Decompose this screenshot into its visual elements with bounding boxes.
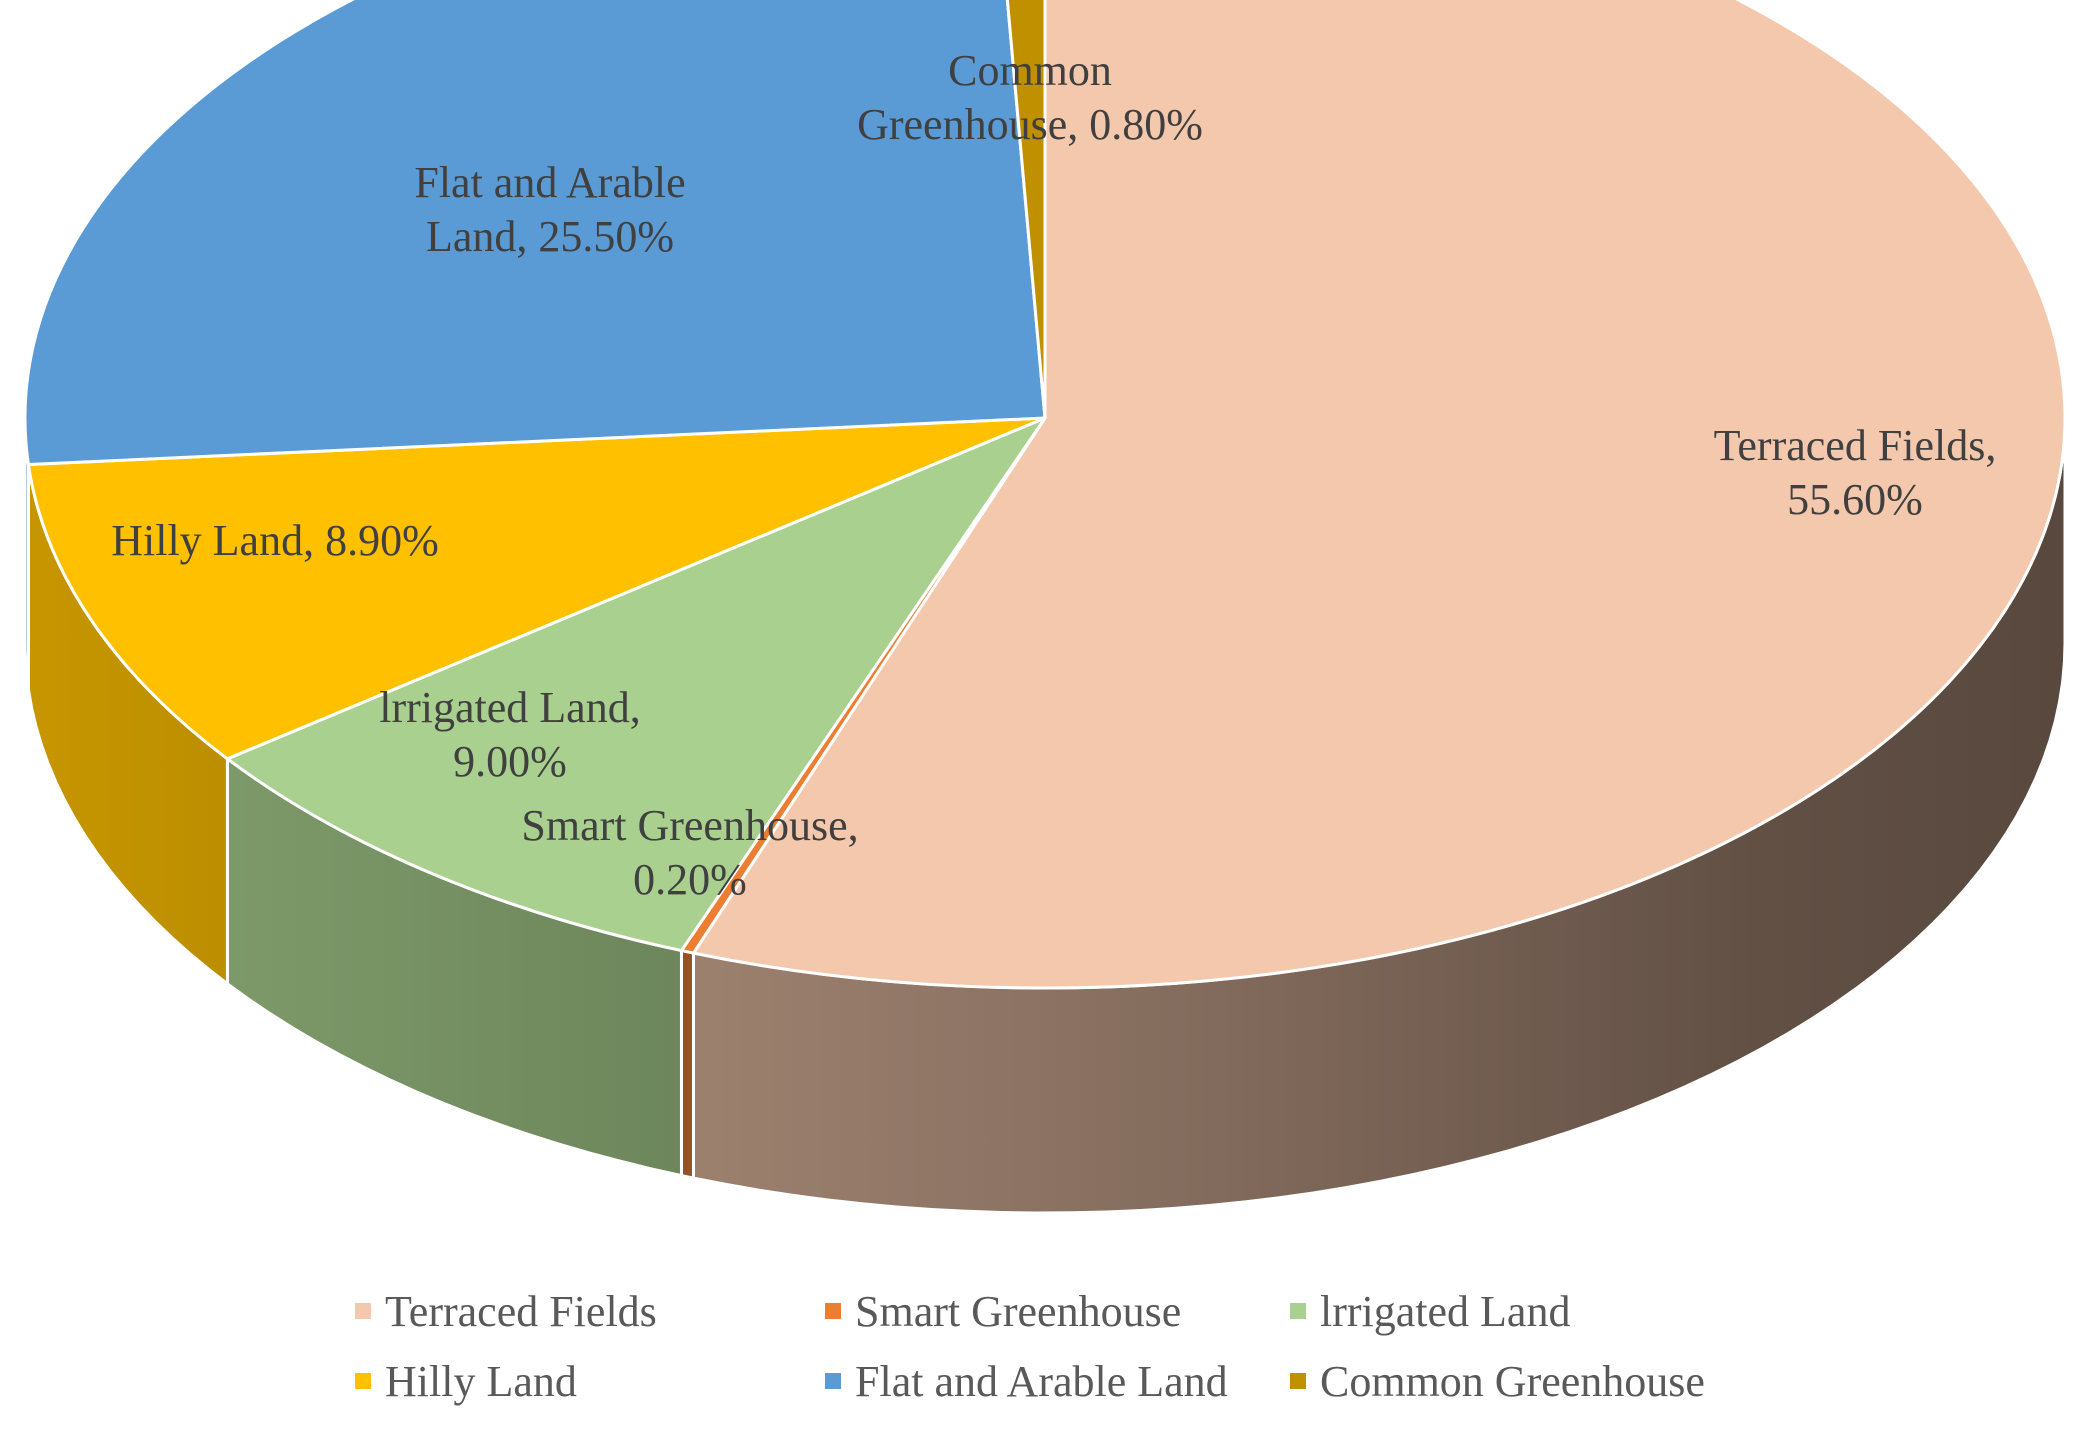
pie-slice-terraced-fields xyxy=(691,0,2067,990)
legend-label-terraced-fields: Terraced Fields xyxy=(385,1286,657,1336)
data-label-flat-and-arable-land-line2: Land, 25.50% xyxy=(426,212,674,261)
pie-slice-common-greenhouse xyxy=(1005,0,1047,420)
legend-swatch-flat-arable-land xyxy=(825,1373,841,1389)
data-label-common-greenhouse: Common Greenhouse, 0.80% xyxy=(857,46,1203,149)
legend-label-irrigated-land: lrrigated Land xyxy=(1320,1286,1571,1336)
data-label-smart-greenhouse: Smart Greenhouse, 0.20% xyxy=(521,801,858,904)
legend-label-common-greenhouse: Common Greenhouse xyxy=(1320,1356,1705,1406)
legend-item-common-greenhouse: Common Greenhouse xyxy=(1290,1355,1810,1407)
legend-swatch-irrigated-land xyxy=(1290,1303,1306,1319)
data-label-terraced-fields-line1: Terraced Fields, xyxy=(1714,421,1997,470)
pie-slice-hilly-land xyxy=(26,416,1047,761)
pie-slice-flat-and-arable-land xyxy=(23,0,1047,467)
data-label-lrrigated-land-line2: 9.00% xyxy=(453,737,567,786)
data-label-flat-and-arable-land-line1: Flat and Arable xyxy=(414,158,685,207)
data-label-terraced-fields-line2: 55.60% xyxy=(1787,475,1923,524)
legend-label-smart-greenhouse: Smart Greenhouse xyxy=(855,1286,1182,1336)
legend-item-terraced-fields: Terraced Fields xyxy=(355,1285,825,1337)
legend-swatch-terraced-fields xyxy=(355,1303,371,1319)
data-label-smart-greenhouse-line1: Smart Greenhouse, xyxy=(521,801,858,850)
legend-swatch-common-greenhouse xyxy=(1290,1373,1306,1389)
data-label-lrrigated-land: lrrigated Land, 9.00% xyxy=(379,683,640,786)
pie-slice-lrrigated-land xyxy=(225,416,1047,953)
legend-item-hilly-land: Hilly Land xyxy=(355,1355,825,1407)
data-label-flat-and-arable-land: Flat and Arable Land, 25.50% xyxy=(414,158,685,261)
legend-label-flat-arable-land: Flat and Arable Land xyxy=(855,1356,1228,1406)
legend: Terraced Fields Smart Greenhouse lrrigat… xyxy=(355,1285,1855,1407)
pie-side-smart-greenhouse xyxy=(679,949,695,1180)
legend-label-hilly-land: Hilly Land xyxy=(385,1356,577,1406)
data-label-common-greenhouse-line2: Greenhouse, 0.80% xyxy=(857,100,1203,149)
legend-swatch-smart-greenhouse xyxy=(825,1303,841,1319)
legend-swatch-hilly-land xyxy=(355,1373,371,1389)
data-label-hilly-land-line1: Hilly Land, 8.90% xyxy=(111,516,439,565)
data-label-lrrigated-land-line1: lrrigated Land, xyxy=(379,683,640,732)
legend-item-irrigated-land: lrrigated Land xyxy=(1290,1285,1810,1337)
data-label-smart-greenhouse-line2: 0.20% xyxy=(633,855,747,904)
data-label-terraced-fields: Terraced Fields, 55.60% xyxy=(1714,421,1997,524)
legend-item-smart-greenhouse: Smart Greenhouse xyxy=(825,1285,1290,1337)
data-label-hilly-land: Hilly Land, 8.90% xyxy=(111,516,439,565)
legend-item-flat-arable-land: Flat and Arable Land xyxy=(825,1355,1290,1407)
data-label-common-greenhouse-line1: Common xyxy=(948,46,1112,95)
